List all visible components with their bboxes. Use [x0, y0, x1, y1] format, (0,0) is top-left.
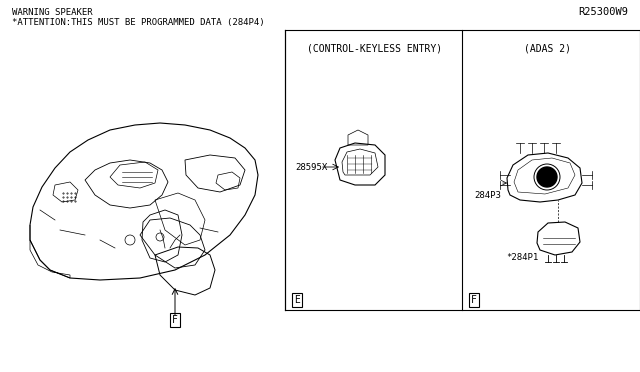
- Text: 28595X: 28595X: [295, 163, 327, 171]
- Text: R25300W9: R25300W9: [578, 7, 628, 17]
- Text: E: E: [294, 295, 300, 305]
- Circle shape: [537, 167, 557, 187]
- Text: *ATTENTION:THIS MUST BE PROGRAMMED DATA (284P4): *ATTENTION:THIS MUST BE PROGRAMMED DATA …: [12, 17, 264, 26]
- Text: WARNING SPEAKER: WARNING SPEAKER: [12, 7, 93, 16]
- Text: 284P3: 284P3: [474, 190, 501, 199]
- Text: *284P1: *284P1: [506, 253, 538, 263]
- Text: (CONTROL-KEYLESS ENTRY): (CONTROL-KEYLESS ENTRY): [307, 43, 443, 53]
- Text: (ADAS 2): (ADAS 2): [525, 43, 572, 53]
- Text: F: F: [172, 315, 178, 325]
- Text: F: F: [471, 295, 477, 305]
